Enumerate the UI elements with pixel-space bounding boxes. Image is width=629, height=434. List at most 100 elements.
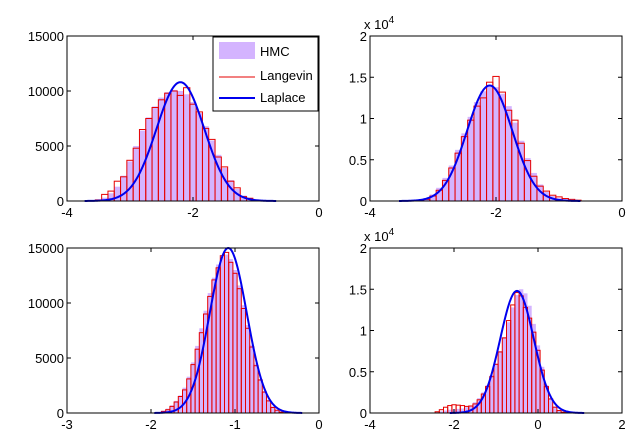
hmc-bar: [502, 337, 507, 413]
panel-bottom-right: -4 -2 0 200.511.52x 104: [349, 227, 626, 432]
hmc-bar: [189, 102, 197, 201]
legend-swatch-hmc: [219, 42, 255, 59]
hmc-bar: [540, 366, 545, 413]
hmc-bar: [510, 307, 515, 413]
hmc-bar: [169, 405, 175, 413]
hmc-bar: [253, 363, 259, 413]
y-tick-label: 1: [360, 112, 367, 127]
hmc-bar: [477, 398, 482, 413]
y-tick-label: 1.5: [349, 70, 367, 85]
hmc-bar: [249, 344, 254, 413]
hmc-bar: [258, 378, 263, 413]
y-tick-label: 2: [360, 29, 367, 44]
panel-top-right: -4 -2 0 0 0.5 1 1.5 2x 104: [349, 15, 626, 220]
hmc-bar: [552, 406, 557, 413]
hmc-bar: [237, 285, 242, 413]
hmc-bar: [519, 289, 524, 413]
hmc-bar: [165, 408, 170, 413]
x-tick-label: -2: [490, 205, 502, 220]
y-tick-label: 1: [360, 324, 367, 339]
hmc-bar: [442, 177, 449, 201]
hmc-bar: [499, 93, 506, 201]
y-tick-label: 0: [57, 406, 64, 421]
hmc-bar: [266, 399, 271, 413]
hmc-bar: [227, 180, 234, 201]
y-tick-label: 15000: [28, 241, 64, 256]
legend-label-langevin: Langevin: [260, 68, 313, 83]
hmc-bar: [492, 87, 500, 201]
hmc-bar: [133, 146, 140, 201]
hmc-bar: [241, 305, 246, 413]
hmc-bar: [455, 149, 462, 201]
x-tick-label: 0: [534, 417, 541, 432]
hmc-bar: [220, 256, 225, 413]
hmc-bar: [177, 91, 184, 201]
hmc-bar: [178, 395, 183, 413]
laplace-curve: [398, 84, 581, 202]
hmc-bar: [274, 409, 280, 413]
y-tick-label: 0.5: [349, 153, 367, 168]
hmc-bar: [493, 363, 499, 413]
x-tick-label: -4: [61, 205, 73, 220]
hmc-bar: [527, 305, 532, 413]
hmc-bar: [429, 194, 437, 201]
hmc-bar: [536, 184, 544, 201]
hmc-bar: [535, 345, 541, 413]
hmc-bar: [447, 409, 452, 413]
hmc-bar: [467, 116, 474, 201]
hmc-bar: [524, 158, 531, 201]
x-tick-label: -3: [61, 417, 73, 432]
laplace-curve: [84, 81, 277, 202]
hmc-bar: [262, 391, 267, 413]
laplace-curve: [449, 289, 585, 414]
hmc-bar: [174, 400, 179, 413]
y-tick-label: 0.5: [349, 365, 367, 380]
hmc-bar: [145, 117, 153, 201]
hmc-bar: [183, 94, 190, 201]
legend-label-laplace: Laplace: [260, 90, 306, 105]
hmc-bar: [480, 91, 487, 201]
hmc-bar: [158, 97, 165, 201]
hmc-bar: [207, 293, 212, 413]
hmc-bar: [523, 293, 528, 413]
hmc-bar: [202, 126, 209, 201]
hmc-bar: [486, 85, 493, 201]
hmc-bar: [199, 328, 204, 413]
y-tick-label: 1.5: [349, 282, 367, 297]
hmc-bar: [505, 106, 512, 201]
hmc-bar: [203, 310, 208, 413]
hmc-bar: [195, 345, 200, 413]
hmc-bar: [473, 102, 481, 201]
x-tick-label: 0: [315, 417, 322, 432]
x-tick-label: 0: [618, 205, 625, 220]
hmc-bar: [456, 408, 461, 413]
x-tick-label: -4: [364, 205, 376, 220]
hmc-bar: [436, 187, 443, 201]
y-tick-label: 10000: [28, 296, 64, 311]
hmc-bar: [489, 375, 494, 413]
hmc-bar: [196, 113, 203, 201]
hmc-bar: [120, 175, 127, 201]
legend: HMC Langevin Laplace: [212, 36, 319, 112]
hmc-bar: [211, 277, 217, 413]
y-tick-label: 0: [57, 194, 64, 209]
hmc-bar: [548, 398, 553, 413]
hmc-bar: [556, 410, 562, 413]
hmc-bar: [114, 186, 121, 201]
y-tick-label: 0: [360, 406, 367, 421]
y-tick-label: 5000: [35, 351, 64, 366]
hmc-bar: [531, 323, 536, 413]
hmc-bar: [481, 392, 486, 413]
hmc-bar: [485, 384, 490, 413]
hmc-bar: [164, 92, 171, 201]
x-tick-label: 0: [315, 205, 322, 220]
hmc-bar: [443, 410, 448, 413]
hmc-bar: [439, 411, 444, 413]
axes-frame: [66, 247, 320, 414]
hmc-bar: [126, 161, 134, 201]
hmc-bar: [215, 154, 222, 201]
y-tick-label: 15000: [28, 29, 64, 44]
hmc-bar: [464, 407, 469, 413]
x-tick-label: -2: [448, 417, 460, 432]
